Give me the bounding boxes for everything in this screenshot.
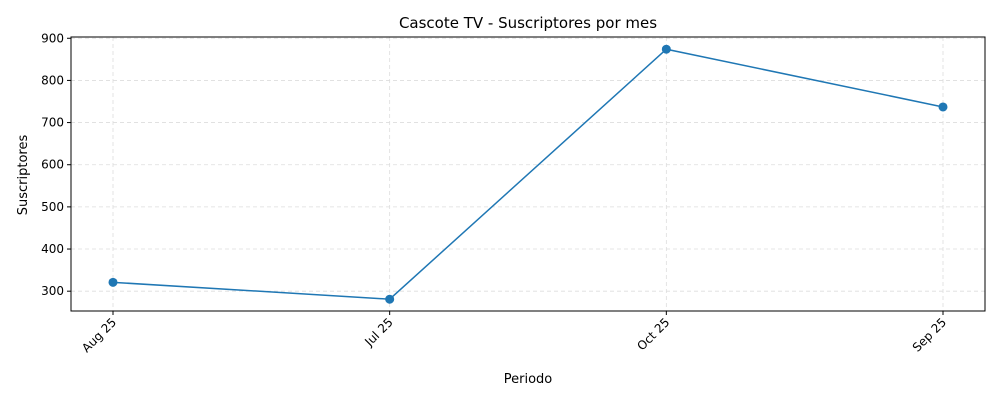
chart-title: Cascote TV - Suscriptores por mes	[399, 14, 657, 32]
data-point	[661, 44, 671, 54]
grid-lines	[71, 37, 985, 311]
y-tick-label: 600	[41, 158, 64, 172]
y-axis-label: Suscriptores	[16, 135, 31, 216]
x-tick-label: Oct 25	[634, 315, 672, 353]
y-tick-label: 400	[41, 242, 64, 256]
series-line	[112, 48, 944, 300]
y-tick-label: 900	[41, 31, 64, 45]
x-tick-label: Sep 25	[910, 315, 949, 354]
x-tick-label: Jul 25	[361, 315, 395, 349]
y-tick-label: 700	[41, 116, 64, 130]
series-layer	[108, 44, 948, 304]
data-point	[385, 294, 395, 304]
x-axis-ticks: Aug 25 Jul 25 Oct 25 Sep 25	[79, 311, 949, 355]
y-tick-label: 300	[41, 284, 64, 298]
y-tick-label: 800	[41, 73, 64, 87]
plot-frame	[70, 36, 986, 312]
x-tick-label: Aug 25	[79, 315, 119, 355]
y-tick-label: 500	[41, 200, 64, 214]
y-axis-ticks: 300 400 500 600 700 800 900	[41, 31, 71, 298]
x-axis-label: Periodo	[504, 372, 553, 387]
data-point	[108, 277, 118, 287]
data-point	[938, 102, 948, 112]
